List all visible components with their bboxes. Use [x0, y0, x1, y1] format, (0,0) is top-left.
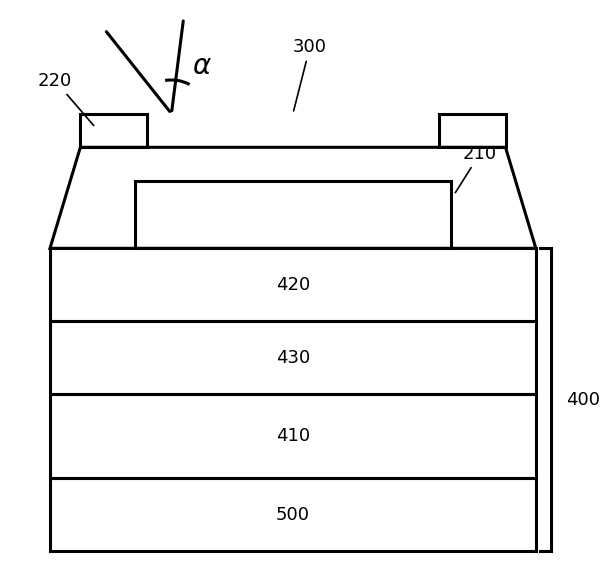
- Text: 300: 300: [293, 38, 327, 111]
- Text: 220: 220: [38, 72, 93, 126]
- Text: 500: 500: [276, 506, 310, 524]
- Text: 400: 400: [566, 391, 600, 409]
- Text: 420: 420: [276, 276, 310, 294]
- Text: 210: 210: [455, 144, 497, 193]
- Text: $\alpha$: $\alpha$: [192, 52, 212, 80]
- Text: 410: 410: [276, 428, 310, 446]
- Text: 430: 430: [276, 349, 310, 367]
